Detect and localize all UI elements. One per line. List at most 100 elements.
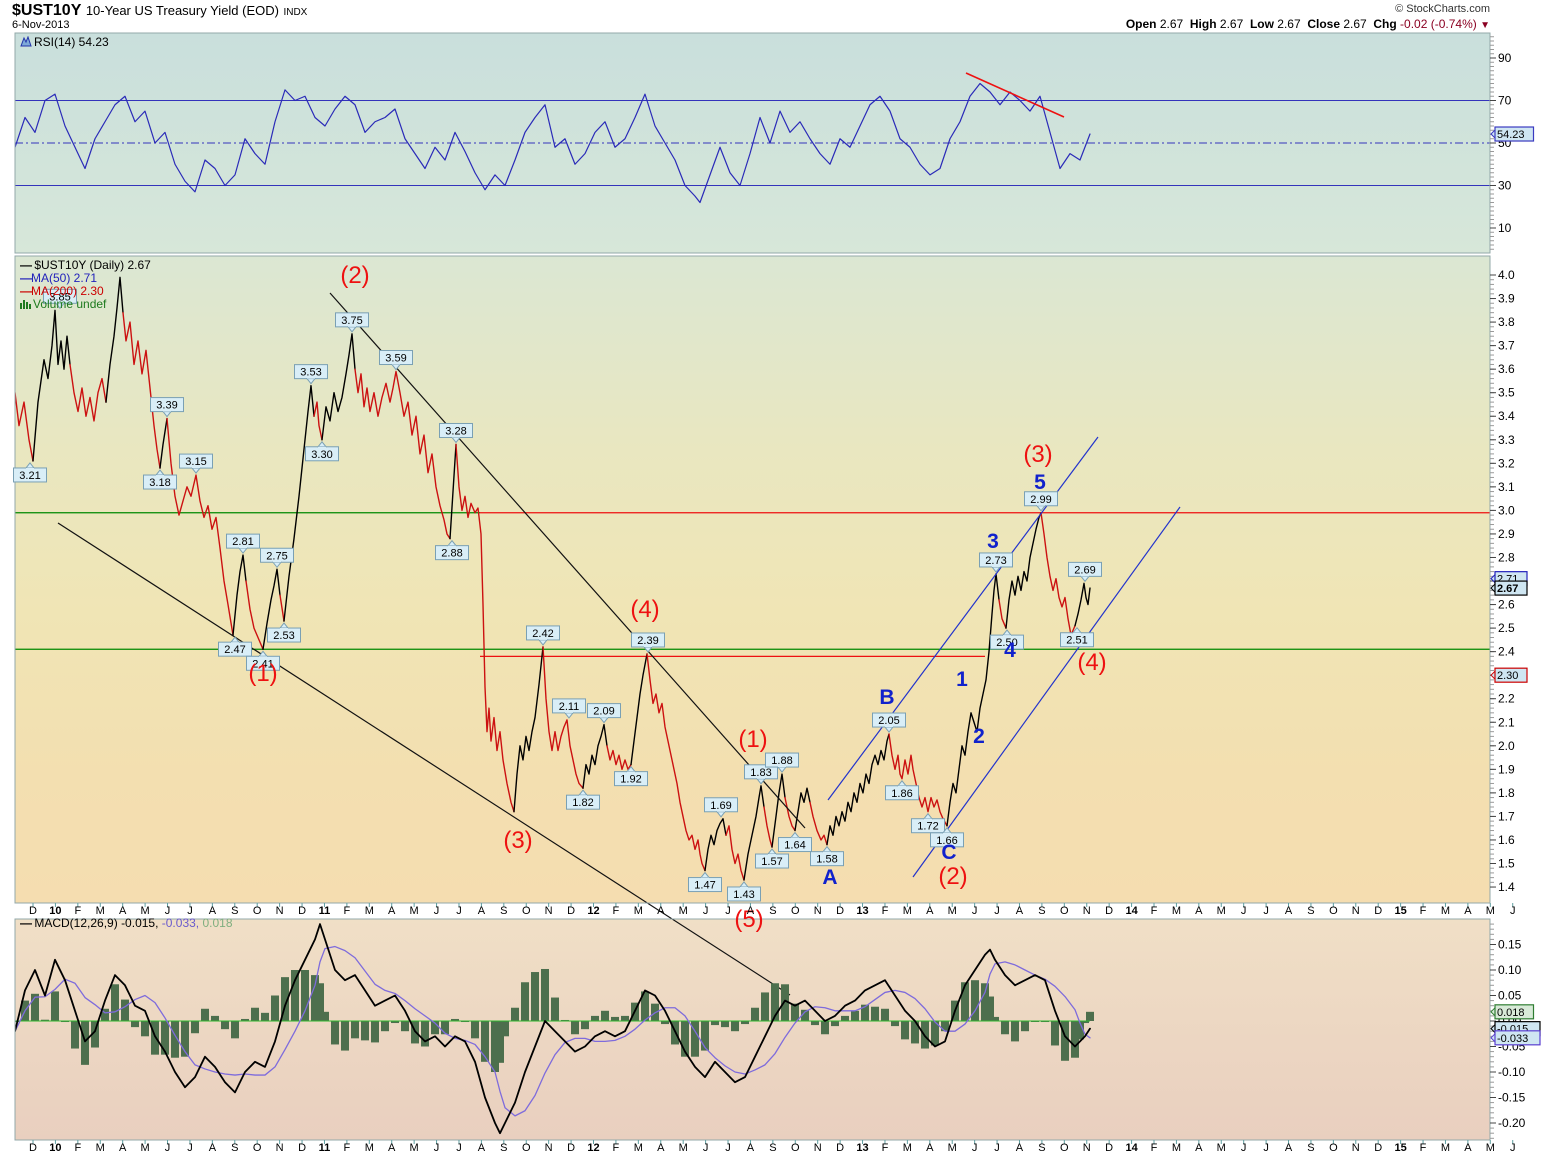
price-axis-label: 1.6: [1498, 833, 1515, 847]
month-axis-label: S: [231, 905, 238, 917]
svg-text:3.30: 3.30: [311, 449, 332, 461]
month-axis-label: N: [814, 1142, 822, 1154]
macd-histogram-bar: [641, 991, 649, 1021]
macd-histogram-bar: [321, 1011, 329, 1021]
month-axis-label: J: [1510, 905, 1516, 917]
rsi-line: [15, 82, 1091, 204]
month-axis-label: N: [545, 1142, 553, 1154]
svg-text:1.66: 1.66: [936, 835, 957, 847]
month-axis-label: 10: [49, 905, 61, 917]
svg-text:1.82: 1.82: [572, 797, 593, 809]
macd-histogram-bar: [231, 1021, 239, 1039]
price-callout-label: 2.09: [587, 703, 621, 724]
svg-text:2.81: 2.81: [232, 536, 253, 548]
elliott-wave-label: (4): [630, 596, 659, 623]
month-axis-label: O: [253, 1142, 262, 1154]
month-axis-label: M: [365, 1142, 374, 1154]
month-axis-label: S: [1038, 1142, 1045, 1154]
price-series-segment: [725, 825, 745, 881]
macd-axis-label: 0.10: [1498, 963, 1522, 977]
elliott-wave-label: (2): [340, 262, 369, 289]
month-axis-label: A: [119, 905, 127, 917]
month-axis-label: O: [1060, 1142, 1069, 1154]
price-axis-label: 2.4: [1498, 645, 1515, 659]
macd-histogram-bar: [941, 1021, 949, 1032]
macd-histogram-bar: [731, 1021, 739, 1032]
month-axis-label: N: [814, 905, 822, 917]
price-series-segment: [449, 443, 457, 540]
macd-histogram-bar: [81, 1021, 89, 1065]
price-callout-label: 2.11: [552, 698, 586, 719]
price-callout-label: 2.39: [631, 632, 665, 653]
instrument-title: 10-Year US Treasury Yield (EOD): [85, 3, 279, 18]
price-series-segment: [704, 818, 727, 872]
volume-bars-icon: [20, 299, 31, 312]
low-label: Low: [1249, 17, 1274, 31]
month-axis-label: J: [1263, 1142, 1269, 1154]
price-axis-label: 3.1: [1498, 480, 1515, 494]
svg-text:3.59: 3.59: [385, 353, 406, 365]
svg-text:2.05: 2.05: [878, 715, 899, 727]
price-axis-label: 2.1: [1498, 715, 1515, 729]
macd-histogram-bar: [1051, 1021, 1059, 1046]
svg-text:1.58: 1.58: [816, 854, 837, 866]
month-axis-label: 12: [587, 905, 599, 917]
price-callout-label: 1.92: [614, 765, 648, 787]
svg-text:2.09: 2.09: [593, 706, 614, 718]
macd-signal-line: [15, 945, 1091, 1117]
high-value: 2.67: [1219, 17, 1244, 31]
price-series-segment: [888, 733, 948, 827]
month-axis-label: A: [747, 905, 755, 917]
price-callout-label: 3.28: [439, 422, 473, 444]
month-axis-label: M: [96, 905, 105, 917]
price-series-segment: [1074, 582, 1091, 627]
month-axis-label: 11: [319, 905, 331, 917]
month-axis-label: J: [972, 1142, 978, 1154]
month-axis-label: J: [725, 905, 731, 917]
macd-histogram-bar: [201, 1008, 209, 1021]
price-axis-label: 4.0: [1498, 268, 1515, 282]
price-panel: [15, 256, 1490, 903]
price-axis-label: 2.9: [1498, 527, 1515, 541]
macd-histogram-bar: [291, 970, 299, 1021]
price-series-segment: [69, 363, 107, 422]
macd-histogram-bar: [791, 1003, 799, 1021]
macd-histogram-bar: [831, 1021, 839, 1027]
month-axis-label: M: [1217, 1142, 1226, 1154]
month-axis-label: F: [1151, 1142, 1158, 1154]
month-axis-label: D: [567, 905, 575, 917]
exchange-label: INDX: [283, 7, 308, 18]
month-axis-label: S: [231, 1142, 238, 1154]
month-axis-label: M: [96, 1142, 105, 1154]
price-callout-label: 1.88: [765, 752, 799, 773]
month-axis-label: M: [1172, 905, 1181, 917]
axis-value-box: 54.23: [1490, 126, 1535, 142]
svg-text:2.39: 2.39: [637, 635, 658, 647]
price-series-segment: [354, 368, 451, 540]
month-axis-label: M: [410, 1142, 419, 1154]
macd-histogram-bar: [971, 980, 979, 1021]
svg-text:2.53: 2.53: [273, 630, 294, 642]
month-axis-label: M: [679, 905, 688, 917]
macd-histogram-bar: [591, 1015, 599, 1021]
macd-histogram-bar: [1081, 1021, 1089, 1024]
svg-text:1.69: 1.69: [710, 800, 731, 812]
macd-histogram-bar: [61, 1021, 69, 1023]
elliott-wave-label: A: [822, 866, 837, 889]
macd-histogram-bar: [541, 968, 549, 1021]
elliott-wave-label: (4): [1077, 649, 1106, 676]
macd-histogram-bar: [621, 1015, 629, 1021]
month-axis-label: A: [478, 1142, 486, 1154]
svg-text:1.64: 1.64: [784, 840, 805, 852]
macd-axis-label: -0.10: [1498, 1065, 1526, 1079]
macd-histogram-bar: [661, 1021, 669, 1025]
month-axis-label: A: [1016, 905, 1024, 917]
month-axis-label: 12: [587, 1142, 599, 1154]
close-label: Close: [1307, 17, 1340, 31]
macd-histogram-bar: [551, 997, 559, 1021]
macd-histogram-bar: [221, 1021, 229, 1030]
macd-histogram-bar: [381, 1021, 389, 1032]
month-axis-label: M: [141, 905, 150, 917]
month-axis-label: F: [613, 905, 620, 917]
macd-histogram-bar: [911, 1021, 919, 1044]
